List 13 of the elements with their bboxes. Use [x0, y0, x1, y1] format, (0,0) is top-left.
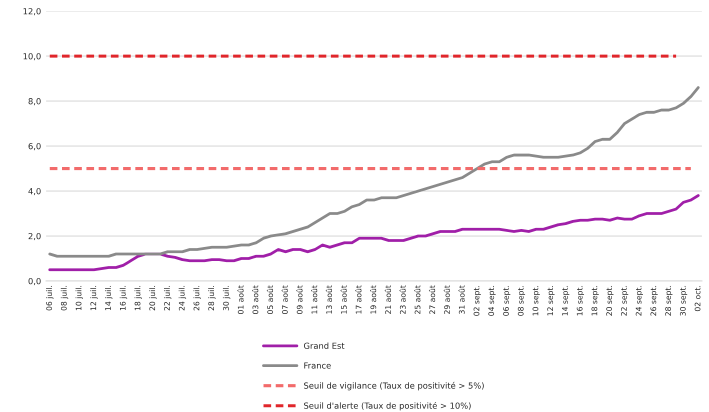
- y-tick-label: 4,0: [28, 188, 41, 196]
- legend-label: Seuil de vigilance (Taux de positivité > 5%): [304, 382, 484, 390]
- y-tick-label: 2,0: [28, 232, 41, 240]
- legend-label: France: [304, 362, 331, 369]
- y-tick-label: 10,0: [24, 53, 41, 60]
- y-tick-label: 0,0: [28, 278, 41, 286]
- line-series: [48, 86, 700, 258]
- y-tick-label: 8,0: [28, 98, 41, 106]
- y-tick-label: 6,0: [28, 143, 41, 150]
- legend-label: Grand Est: [304, 342, 344, 349]
- legend-label: Seuil d'alerte (Taux de positivité > 10%): [304, 402, 471, 410]
- y-tick-label: 12,0: [24, 8, 41, 16]
- line-series: [48, 194, 700, 272]
